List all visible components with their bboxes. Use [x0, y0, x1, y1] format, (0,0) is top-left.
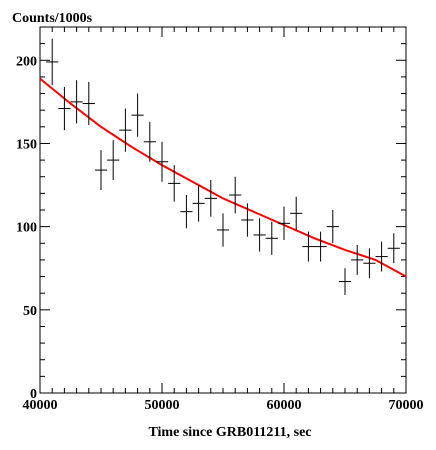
data-point: [265, 221, 278, 255]
data-point: [277, 206, 291, 240]
x-tick-label: 60000: [267, 398, 302, 413]
data-points-group: [46, 38, 400, 295]
x-axis-ticks: 40000 50000 60000 70000: [23, 27, 424, 413]
data-point: [46, 38, 59, 86]
plot-frame: [39, 26, 407, 394]
data-point: [192, 185, 205, 222]
fit-curve: [39, 77, 407, 278]
data-point: [131, 93, 144, 137]
data-point: [351, 244, 364, 275]
data-point: [180, 195, 193, 229]
data-point: [229, 176, 242, 214]
data-point: [143, 121, 156, 162]
data-point: [387, 233, 400, 264]
y-axis-ticks: 0 50 100 150 200: [16, 43, 406, 402]
y-tick-label: 100: [16, 221, 37, 236]
data-point: [253, 218, 266, 252]
x-tick-label: 50000: [145, 398, 180, 413]
data-point: [107, 140, 120, 181]
data-point: [326, 210, 339, 244]
data-point: [155, 141, 169, 182]
data-point: [363, 248, 376, 279]
y-tick-label: 50: [23, 304, 37, 319]
x-tick-label: 70000: [389, 398, 424, 413]
data-point: [168, 165, 181, 202]
data-point: [58, 86, 71, 131]
data-point: [204, 180, 217, 217]
x-axis-label: Time since GRB011211, sec: [148, 425, 311, 440]
y-tick-label: 200: [16, 54, 37, 69]
x-tick-label: 40000: [23, 398, 58, 413]
y-tick-label: 150: [16, 137, 37, 152]
data-point: [119, 108, 132, 152]
data-point: [302, 231, 315, 262]
data-point: [94, 150, 108, 191]
data-point: [314, 231, 327, 262]
data-point: [82, 81, 95, 126]
y-axis-label: Counts/1000s: [12, 11, 93, 26]
data-point: [290, 196, 303, 230]
fit-curve-group: [39, 77, 407, 278]
data-point: [338, 268, 352, 295]
data-point: [375, 241, 388, 272]
data-point: [241, 203, 254, 237]
y-tick-label: 0: [30, 387, 37, 402]
data-point: [216, 213, 230, 247]
data-point: [70, 80, 83, 124]
